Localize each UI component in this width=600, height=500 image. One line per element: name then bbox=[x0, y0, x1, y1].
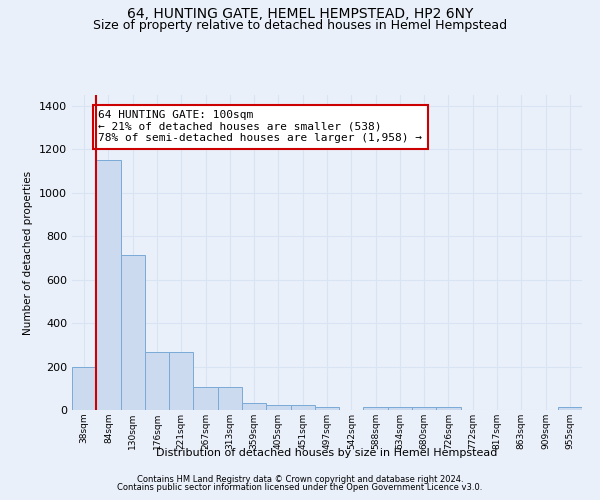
Text: Distribution of detached houses by size in Hemel Hempstead: Distribution of detached houses by size … bbox=[157, 448, 497, 458]
Bar bbox=[558, 407, 582, 410]
Bar bbox=[96, 160, 121, 410]
Bar bbox=[388, 407, 412, 410]
Bar bbox=[218, 387, 242, 410]
Bar bbox=[315, 407, 339, 410]
Bar bbox=[364, 407, 388, 410]
Bar bbox=[121, 254, 145, 410]
Text: 64 HUNTING GATE: 100sqm
← 21% of detached houses are smaller (538)
78% of semi-d: 64 HUNTING GATE: 100sqm ← 21% of detache… bbox=[98, 110, 422, 144]
Bar bbox=[242, 404, 266, 410]
Text: 64, HUNTING GATE, HEMEL HEMPSTEAD, HP2 6NY: 64, HUNTING GATE, HEMEL HEMPSTEAD, HP2 6… bbox=[127, 8, 473, 22]
Text: Contains public sector information licensed under the Open Government Licence v3: Contains public sector information licen… bbox=[118, 483, 482, 492]
Bar bbox=[193, 387, 218, 410]
Bar bbox=[266, 404, 290, 410]
Text: Contains HM Land Registry data © Crown copyright and database right 2024.: Contains HM Land Registry data © Crown c… bbox=[137, 475, 463, 484]
Bar bbox=[290, 404, 315, 410]
Y-axis label: Number of detached properties: Number of detached properties bbox=[23, 170, 34, 334]
Bar bbox=[169, 352, 193, 410]
Text: Size of property relative to detached houses in Hemel Hempstead: Size of property relative to detached ho… bbox=[93, 19, 507, 32]
Bar bbox=[145, 352, 169, 410]
Bar bbox=[72, 367, 96, 410]
Bar bbox=[412, 407, 436, 410]
Bar bbox=[436, 407, 461, 410]
